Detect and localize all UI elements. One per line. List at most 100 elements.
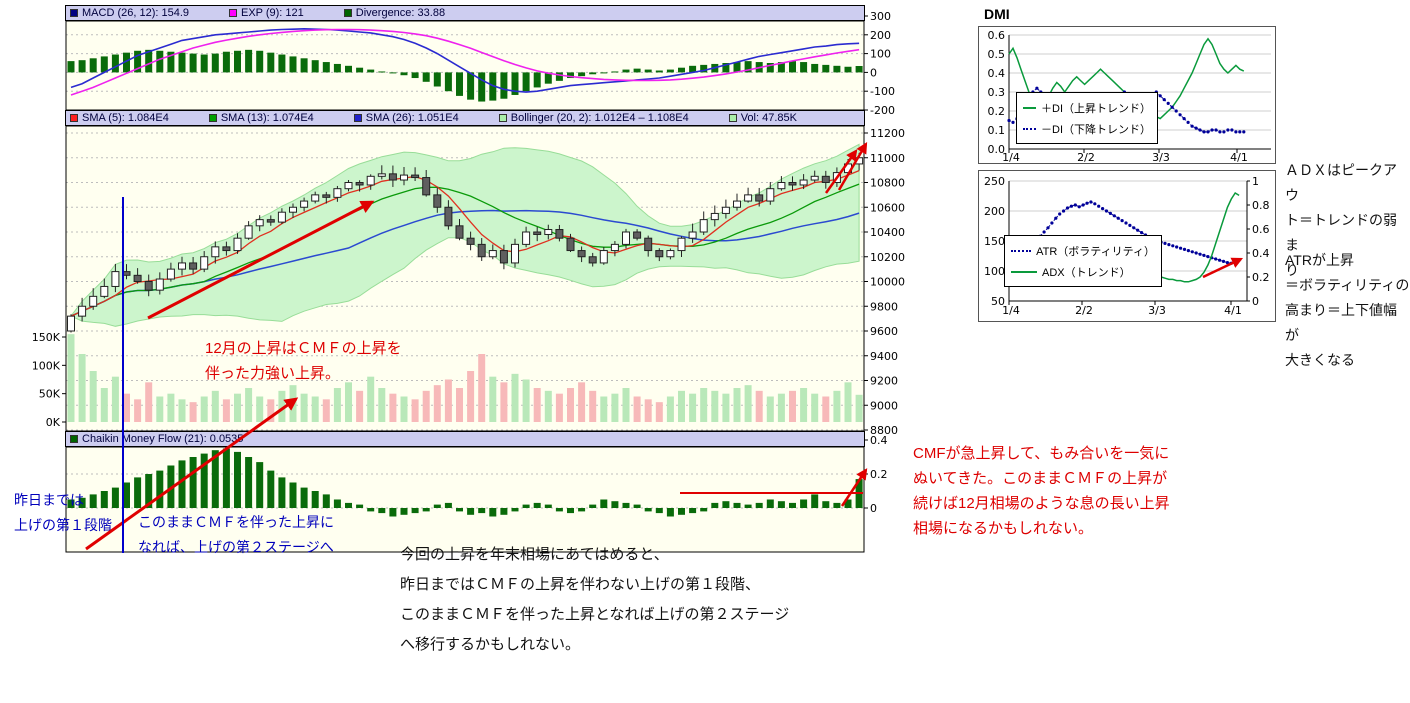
bollinger-color-swatch	[498, 114, 507, 122]
legend-row: －DI（下降トレンド）	[1023, 118, 1151, 139]
svg-text:11200: 11200	[870, 127, 905, 140]
svg-text:2/2: 2/2	[1075, 304, 1093, 317]
macd-color-swatch	[70, 9, 78, 17]
svg-text:1/4: 1/4	[1002, 304, 1020, 317]
svg-text:0.4: 0.4	[988, 67, 1006, 80]
note-cmf-surge: CMFが急上昇して、もみ合いを一気に ぬいてきた。このままＣＭＦの上昇が 続けば…	[913, 445, 1170, 537]
minus-di-label: －DI（下降トレンド）	[1041, 123, 1151, 136]
svg-text:9600: 9600	[870, 325, 898, 338]
svg-text:1/4: 1/4	[1002, 151, 1020, 163]
svg-text:0.6: 0.6	[988, 29, 1006, 42]
svg-text:10200: 10200	[870, 251, 905, 264]
main-price-chart: 300 200 100 0 -100 -200 11200 11000 10800 10600 10…	[32, 10, 905, 553]
svg-text:2/2: 2/2	[1077, 151, 1095, 163]
svg-text:0.1: 0.1	[988, 124, 1006, 137]
svg-text:3/3: 3/3	[1152, 151, 1170, 163]
svg-text:0.2: 0.2	[988, 105, 1006, 118]
sma13-legend-label: SMA (13): 1.074E4	[220, 112, 314, 124]
svg-text:150: 150	[984, 235, 1005, 248]
dmi-chart-title: DMI	[984, 6, 1010, 22]
svg-text:100: 100	[870, 48, 891, 61]
price-legend-bar: SMA (5): 1.084E4 SMA (13): 1.074E4 SMA (…	[65, 110, 865, 126]
svg-text:100K: 100K	[32, 359, 61, 372]
svg-text:11000: 11000	[870, 152, 905, 165]
note-summary: 今回の上昇を年末相場にあてはめると、 昨日まではＣＭＦの上昇を伴わない上げの第１…	[400, 546, 790, 653]
atr-plot-svg: 250 200 150 100 50 1 0.8 0.6 0.4 0.2 0 1/4 2/2 3/3 4/1	[984, 175, 1270, 317]
note-december-rally: 12月の上昇はＣＭＦの上昇を 伴った力強い上昇。	[205, 340, 402, 382]
volume-legend-label: Vol: 47.85K	[740, 112, 797, 124]
svg-text:200: 200	[870, 29, 891, 42]
sma5-color-swatch	[70, 114, 78, 122]
atr-adx-plot: 250 200 150 100 50 1 0.8 0.6 0.4 0.2 0 1/4 2/2 3/3 4/1	[984, 175, 1270, 317]
svg-text:200: 200	[984, 205, 1005, 218]
plus-di-line-sample	[1023, 106, 1036, 109]
cmf-legend-bar: Chaikin Money Flow (21): 0.0535	[65, 431, 865, 447]
svg-text:9400: 9400	[870, 350, 898, 363]
exp-legend-label: EXP (9): 121	[241, 7, 304, 19]
svg-text:250: 250	[984, 175, 1005, 188]
svg-text:10600: 10600	[870, 201, 905, 214]
svg-text:0: 0	[870, 66, 877, 79]
legend-item: Bollinger (20, 2): 1.012E4 – 1.108E4	[498, 112, 689, 124]
svg-text:0: 0	[870, 502, 877, 515]
svg-text:0.5: 0.5	[988, 48, 1006, 61]
svg-text:4/1: 4/1	[1224, 304, 1242, 317]
svg-text:9800: 9800	[870, 300, 898, 313]
svg-text:100: 100	[984, 265, 1005, 278]
svg-text:150K: 150K	[32, 331, 61, 344]
svg-text:50: 50	[991, 295, 1005, 308]
svg-text:-100: -100	[870, 85, 895, 98]
svg-text:9000: 9000	[870, 399, 898, 412]
sma5-legend-label: SMA (5): 1.084E4	[82, 112, 169, 124]
bollinger-legend-label: Bollinger (20, 2): 1.012E4 – 1.108E4	[510, 112, 689, 124]
dmi-legend: ＋DI（上昇トレンド） －DI（下降トレンド）	[1016, 92, 1158, 144]
legend-item: EXP (9): 121	[229, 7, 304, 19]
svg-text:0.2: 0.2	[1252, 271, 1270, 284]
plus-di-label: ＋DI（上昇トレンド）	[1041, 102, 1151, 115]
sma26-color-swatch	[353, 114, 362, 122]
macd-legend-bar: MACD (26, 12): 154.9 EXP (9): 121 Diverg…	[65, 5, 865, 21]
legend-item: SMA (26): 1.051E4	[353, 112, 459, 124]
volume-color-swatch	[728, 114, 737, 122]
svg-text:0.2: 0.2	[870, 468, 888, 481]
svg-text:3/3: 3/3	[1148, 304, 1166, 317]
svg-text:10000: 10000	[870, 276, 905, 289]
svg-text:8800: 8800	[870, 424, 898, 437]
svg-text:50K: 50K	[39, 388, 61, 401]
svg-text:0.3: 0.3	[988, 86, 1006, 99]
cmf-color-swatch	[70, 435, 78, 443]
macd-legend-label: MACD (26, 12): 154.9	[82, 7, 189, 19]
divergence-legend-label: Divergence: 33.88	[355, 7, 446, 19]
svg-text:4/1: 4/1	[1230, 151, 1248, 163]
legend-item: MACD (26, 12): 154.9	[70, 7, 189, 19]
macd-divergence-histogram	[67, 49, 863, 102]
legend-item: Vol: 47.85K	[728, 112, 797, 124]
legend-item: Divergence: 33.88	[343, 7, 446, 19]
sma26-legend-label: SMA (26): 1.051E4	[365, 112, 459, 124]
svg-text:0.8: 0.8	[1252, 199, 1270, 212]
legend-item: SMA (13): 1.074E4	[208, 112, 314, 124]
adx-line-sample	[1011, 270, 1037, 273]
sma13-color-swatch	[208, 114, 217, 122]
legend-item: Chaikin Money Flow (21): 0.0535	[70, 433, 243, 445]
svg-text:1: 1	[1252, 175, 1259, 188]
note-yesterday-stage1: 昨日までは 上げの第１段階	[14, 492, 112, 533]
divergence-color-swatch	[343, 9, 352, 17]
legend-item: SMA (5): 1.084E4	[70, 112, 169, 124]
adx-label: ADX（トレンド）	[1042, 266, 1131, 279]
legend-row: ATR（ボラティリティ）	[1011, 240, 1155, 261]
atr-label: ATR（ボラティリティ）	[1036, 245, 1155, 258]
atr-legend: ATR（ボラティリティ） ADX（トレンド）	[1004, 235, 1162, 287]
svg-text:0.0: 0.0	[988, 143, 1006, 156]
svg-text:10800: 10800	[870, 177, 905, 190]
cmf-legend-label: Chaikin Money Flow (21): 0.0535	[82, 433, 244, 445]
svg-text:300: 300	[870, 10, 891, 23]
atr-line-sample	[1011, 249, 1032, 252]
svg-text:0.4: 0.4	[870, 434, 888, 447]
svg-text:0.6: 0.6	[1252, 223, 1270, 236]
svg-text:0: 0	[1252, 295, 1259, 308]
svg-text:0K: 0K	[46, 416, 61, 429]
exp-color-swatch	[229, 9, 237, 17]
svg-text:-200: -200	[870, 104, 895, 117]
